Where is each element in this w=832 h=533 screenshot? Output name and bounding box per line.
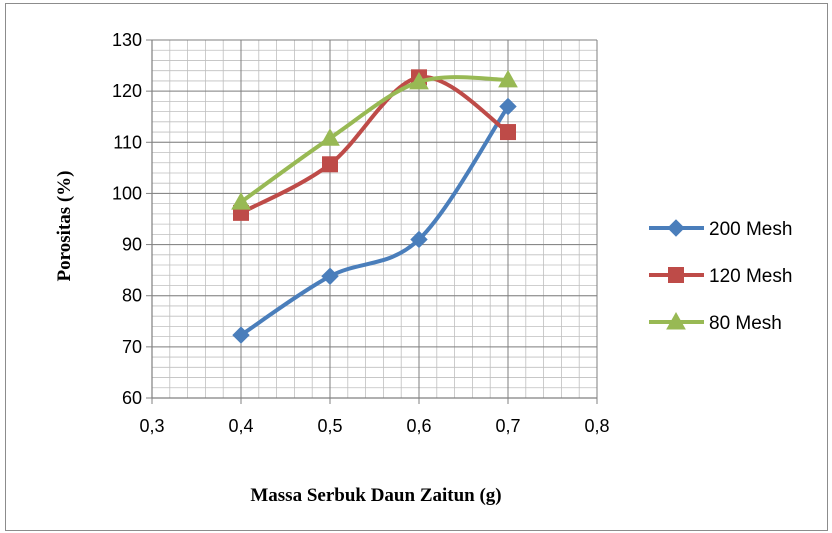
data-point-80-mesh <box>498 69 518 88</box>
x-axis-title: Massa Serbuk Daun Zaitun (g) <box>250 485 501 506</box>
y-tick-label: 70 <box>122 337 142 357</box>
plot-background <box>152 40 597 398</box>
data-point-80-mesh <box>320 128 340 146</box>
data-point-120-mesh <box>322 156 338 173</box>
data-point-200-mesh <box>410 230 428 249</box>
y-axis-title: Porositas (%) <box>54 171 75 282</box>
series-layer <box>231 69 518 344</box>
legend-label: 80 Mesh <box>709 313 782 334</box>
y-tick-label: 110 <box>113 132 142 152</box>
data-point-80-mesh <box>409 71 429 90</box>
legend-marker <box>666 311 686 330</box>
legend-label: 200 Mesh <box>709 219 792 240</box>
data-point-200-mesh <box>321 267 339 285</box>
x-tick-label: 0,7 <box>495 416 520 436</box>
series-line-80-mesh <box>239 75 509 204</box>
x-tick-label: 0,6 <box>406 416 431 436</box>
y-tick-labels: 60 70 80 90 100 110 120 130 <box>112 30 142 408</box>
x-tick-labels: 0,3 0,4 0,5 0,6 0,7 0,8 <box>139 416 609 436</box>
y-tick-label: 120 <box>112 81 142 101</box>
legend-item-80-mesh: 80 Mesh <box>649 311 782 334</box>
data-point-200-mesh <box>499 97 517 116</box>
x-tick-label: 0,3 <box>139 416 164 436</box>
x-tick-label: 0,5 <box>317 416 342 436</box>
data-point-120-mesh <box>500 124 516 141</box>
series-line-120-mesh <box>240 75 510 215</box>
legend-marker <box>667 219 685 237</box>
plot-area <box>152 40 597 398</box>
axes <box>146 39 598 404</box>
y-tick-label: 100 <box>112 183 142 203</box>
y-tick-label: 130 <box>112 30 142 50</box>
x-tick-label: 0,4 <box>228 416 253 436</box>
x-tick-label: 0,8 <box>584 416 609 436</box>
legend-marker <box>668 267 684 283</box>
legend-label: 120 Mesh <box>709 266 792 287</box>
y-tick-label: 90 <box>122 235 142 255</box>
series-line-200-mesh <box>239 105 510 337</box>
series-80-mesh <box>231 69 518 210</box>
data-point-80-mesh <box>231 192 251 210</box>
y-tick-label: 80 <box>122 286 142 306</box>
legend-item-120-mesh: 120 Mesh <box>649 266 792 287</box>
legend-item-200-mesh: 200 Mesh <box>649 219 792 240</box>
legend: 200 Mesh 120 Mesh 80 Mesh <box>649 219 792 334</box>
series-200-mesh <box>232 97 517 344</box>
data-point-200-mesh <box>232 326 250 344</box>
y-tick-label: 60 <box>122 388 142 408</box>
